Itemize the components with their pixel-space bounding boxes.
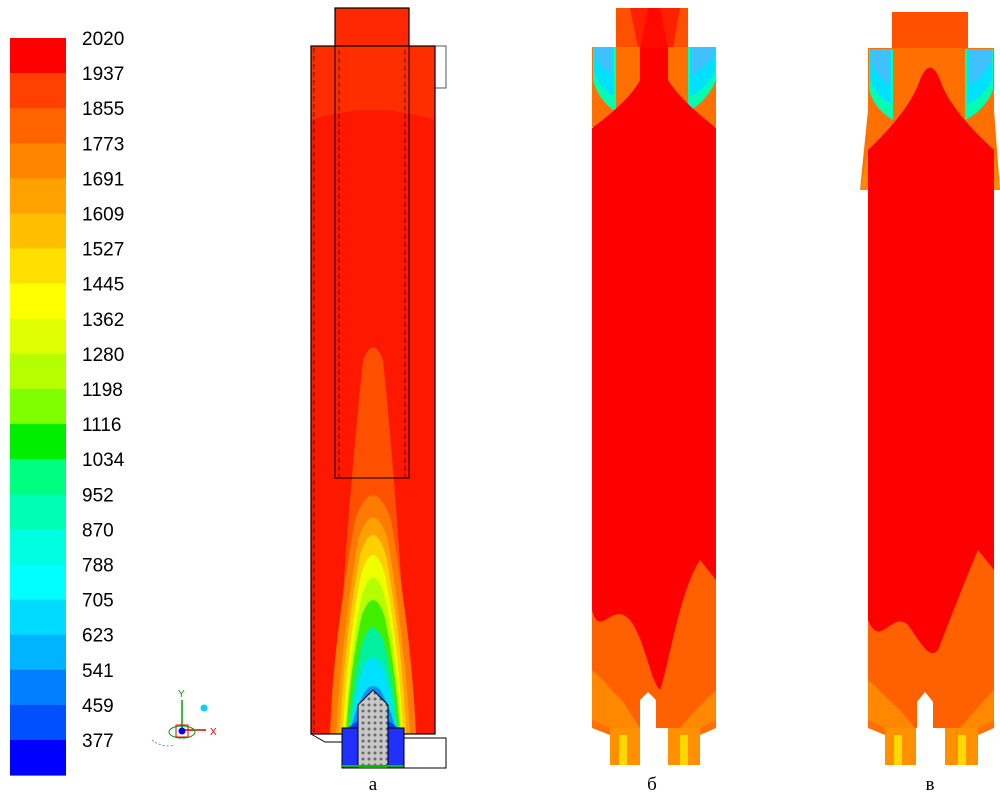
legend-level-label: 459 <box>82 696 114 717</box>
legend-level-label: 1034 <box>82 450 125 471</box>
legend-level-label: 1445 <box>82 275 124 296</box>
legend-swatch <box>10 459 66 495</box>
panel-a-contour <box>310 7 447 769</box>
color-legend: 2020 1937 1855 1773 1691 1609 1527 1445 1362 1280… <box>10 29 125 776</box>
panel-c-contour <box>860 12 1000 765</box>
legend-level-label: 1691 <box>82 169 124 190</box>
legend-level-label: 1280 <box>82 345 124 366</box>
panel-a-caption: а <box>369 774 378 795</box>
legend-level-label: 1937 <box>82 64 124 85</box>
panel-c-caption: в <box>926 774 935 795</box>
legend-swatch <box>10 108 66 144</box>
legend-level-label: 952 <box>82 485 114 506</box>
legend-swatch <box>10 73 66 109</box>
legend-swatch <box>10 353 66 390</box>
legend-level-label: 1116 <box>82 415 121 436</box>
axis-x-label: X <box>210 727 217 738</box>
panel-b-contour <box>592 8 716 765</box>
axis-triad-icon: Y X <box>151 689 217 747</box>
legend-swatch <box>10 424 66 460</box>
legend-level-label: 1527 <box>82 240 124 261</box>
legend-level-label: 623 <box>82 626 114 647</box>
axis-y-label: Y <box>178 689 185 700</box>
legend-swatch <box>10 213 66 250</box>
legend-level-label: 705 <box>82 591 114 612</box>
legend-level-label: 1855 <box>82 99 124 120</box>
legend-swatch <box>10 634 66 671</box>
legend-swatch <box>10 740 66 776</box>
legend-swatch <box>10 38 66 74</box>
legend-swatch <box>10 529 66 565</box>
legend-level-label: 870 <box>82 520 114 541</box>
legend-swatch <box>10 389 66 425</box>
legend-level-label: 1198 <box>82 380 123 401</box>
legend-level-label: 1773 <box>82 134 124 155</box>
legend-swatch <box>10 178 66 214</box>
legend-level-label: 2020 <box>82 29 124 50</box>
legend-level-label: 788 <box>82 556 114 577</box>
legend-level-label: 541 <box>82 661 114 682</box>
legend-level-label: 1609 <box>82 205 124 226</box>
legend-swatch <box>10 494 66 530</box>
legend-swatch <box>10 704 66 741</box>
legend-level-label: 377 <box>82 731 114 752</box>
legend-swatch <box>10 283 66 320</box>
panel-b-caption: б <box>647 774 657 795</box>
legend-level-label: 1362 <box>82 310 124 331</box>
legend-swatch <box>10 248 66 285</box>
legend-swatch <box>10 564 66 601</box>
legend-swatch <box>10 669 66 706</box>
legend-swatch <box>10 143 66 179</box>
legend-swatch <box>10 599 66 636</box>
legend-swatch <box>10 318 66 355</box>
